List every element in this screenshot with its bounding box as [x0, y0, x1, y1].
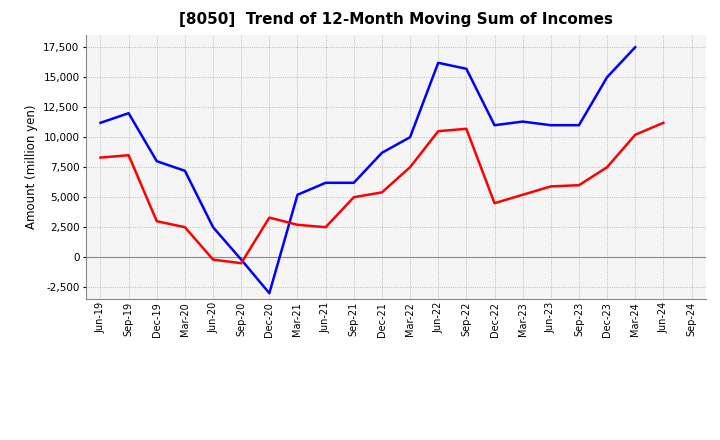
Net Income [490, 201, 499, 206]
Ordinary Income [575, 123, 583, 128]
Ordinary Income [293, 192, 302, 198]
Net Income [659, 120, 667, 125]
Net Income [265, 215, 274, 220]
Net Income [631, 132, 639, 137]
Ordinary Income [518, 119, 527, 124]
Net Income [603, 165, 611, 170]
Net Income [96, 155, 105, 160]
Ordinary Income [237, 257, 246, 262]
Ordinary Income [546, 123, 555, 128]
Ordinary Income [490, 123, 499, 128]
Net Income [434, 128, 443, 134]
Ordinary Income [434, 60, 443, 66]
Ordinary Income [321, 180, 330, 185]
Net Income [153, 219, 161, 224]
Net Income [321, 224, 330, 230]
Y-axis label: Amount (million yen): Amount (million yen) [24, 105, 37, 229]
Title: [8050]  Trend of 12-Month Moving Sum of Incomes: [8050] Trend of 12-Month Moving Sum of I… [179, 12, 613, 27]
Ordinary Income [603, 74, 611, 80]
Net Income [575, 183, 583, 188]
Net Income [377, 190, 386, 195]
Ordinary Income [462, 66, 471, 71]
Ordinary Income [406, 135, 415, 140]
Net Income [293, 222, 302, 227]
Ordinary Income [377, 150, 386, 155]
Ordinary Income [631, 44, 639, 50]
Ordinary Income [265, 290, 274, 296]
Ordinary Income [349, 180, 358, 185]
Ordinary Income [125, 110, 133, 116]
Net Income [209, 257, 217, 262]
Net Income [237, 260, 246, 266]
Net Income [462, 126, 471, 132]
Net Income [349, 194, 358, 200]
Net Income [546, 184, 555, 189]
Ordinary Income [181, 168, 189, 173]
Ordinary Income [96, 120, 105, 125]
Net Income [518, 192, 527, 198]
Line: Net Income: Net Income [101, 123, 663, 263]
Ordinary Income [153, 158, 161, 164]
Ordinary Income [209, 224, 217, 230]
Net Income [125, 153, 133, 158]
Line: Ordinary Income: Ordinary Income [101, 47, 635, 293]
Net Income [181, 224, 189, 230]
Net Income [406, 165, 415, 170]
